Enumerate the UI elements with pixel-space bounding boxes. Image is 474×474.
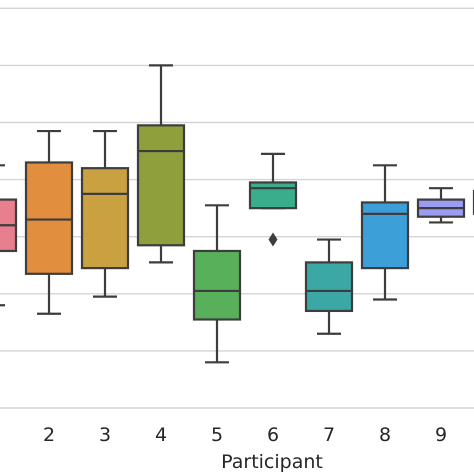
box-participant-1 bbox=[0, 164, 18, 307]
x-tick-label: 9 bbox=[435, 424, 447, 446]
box-iqr bbox=[304, 261, 354, 313]
box-iqr bbox=[136, 124, 186, 247]
box-iqr bbox=[24, 161, 74, 275]
outlier-marker bbox=[268, 232, 278, 247]
box-iqr bbox=[192, 249, 242, 321]
x-tick-label: 4 bbox=[155, 424, 167, 446]
box-participant-8 bbox=[360, 164, 410, 301]
x-tick-labels: 12345678910 bbox=[43, 424, 447, 446]
box-participant-2 bbox=[24, 129, 74, 315]
x-tick-label: 7 bbox=[323, 424, 335, 446]
box-plot-series bbox=[0, 64, 474, 364]
x-tick-label: 8 bbox=[379, 424, 391, 446]
x-axis-label: Participant bbox=[221, 451, 323, 473]
box-participant-7 bbox=[304, 238, 354, 335]
box-participant-9 bbox=[416, 187, 466, 224]
x-tick-label: 3 bbox=[99, 424, 111, 446]
box-participant-5 bbox=[192, 204, 242, 364]
box-participant-6 bbox=[248, 152, 298, 247]
x-tick-label: 6 bbox=[267, 424, 279, 446]
box-iqr bbox=[360, 201, 410, 270]
box-iqr bbox=[80, 167, 130, 270]
box-participant-3 bbox=[80, 129, 130, 298]
box-participant-4 bbox=[136, 64, 186, 264]
box-iqr bbox=[248, 181, 298, 210]
x-tick-label: 2 bbox=[43, 424, 55, 446]
x-tick-label: 5 bbox=[211, 424, 223, 446]
